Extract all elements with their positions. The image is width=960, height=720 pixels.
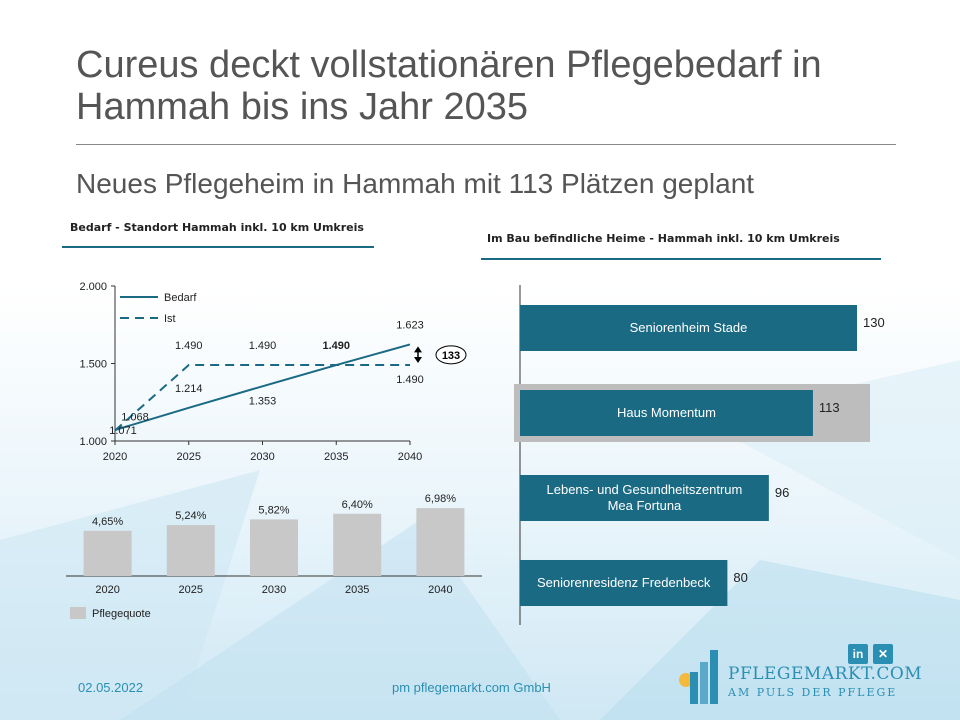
logo-name: PFLEGEMARKT.COM	[728, 664, 923, 684]
gap-arrow-head-top	[414, 346, 422, 353]
pflegequote-bar	[416, 508, 465, 576]
xing-icon[interactable]: ✕	[873, 644, 893, 664]
pflegequote-bar	[166, 525, 215, 576]
ist-data-label: 1.490	[249, 340, 277, 352]
legend-label-bedarf: Bedarf	[164, 292, 197, 304]
hbar-value-label: 80	[733, 570, 747, 585]
bedarf-data-label: 1.071	[109, 425, 137, 437]
line-chart-title: Bedarf - Standort Hammah inkl. 10 km Umk…	[70, 221, 364, 234]
hbar-value-label: 113	[819, 400, 840, 415]
pflegequote-value-label: 4,65%	[92, 516, 123, 528]
hbar-category-label: Seniorenresidenz Fredenbeck	[537, 575, 711, 590]
line-chart-title-rule	[62, 246, 374, 248]
pflegequote-category-label: 2025	[179, 584, 203, 596]
x-tick-label: 2035	[324, 451, 348, 463]
pflegequote-value-label: 6,98%	[425, 493, 456, 505]
y-tick-label: 1.500	[79, 359, 107, 371]
pflegequote-bar	[333, 513, 382, 576]
series-line-bedarf	[114, 343, 411, 431]
gap-arrow-head-bottom	[414, 357, 422, 364]
pflegequote-value-label: 6,40%	[342, 499, 373, 511]
ist-data-label: 1.068	[121, 411, 149, 423]
ist-data-label: 1.490	[322, 340, 350, 352]
linkedin-icon[interactable]: in	[848, 644, 868, 664]
hbar-bar	[520, 390, 813, 436]
footer-date: 02.05.2022	[78, 680, 144, 695]
bedarf-data-label: 1.623	[396, 319, 424, 331]
pflegequote-category-label: 2035	[345, 584, 369, 596]
gap-annotation-oval	[435, 345, 467, 365]
legend-label-ist: Ist	[164, 313, 176, 325]
hbar-value-label: 130	[863, 315, 885, 330]
pflegequote-value-label: 5,24%	[175, 510, 206, 522]
hbar-bar	[520, 560, 728, 606]
gap-annotation-label: 133	[442, 350, 460, 362]
ist-data-label: 1.490	[175, 340, 203, 352]
slide-title: Cureus deckt vollstationären Pflegebedar…	[76, 44, 822, 128]
pflegemarkt-logo-icon	[679, 650, 718, 704]
bedarf-data-label: 1.353	[249, 395, 277, 407]
pflegequote-value-label: 5,82%	[258, 504, 289, 516]
title-divider	[76, 144, 896, 145]
y-tick-label: 2.000	[79, 281, 107, 293]
footer-company: pm pflegemarkt.com GmbH	[392, 680, 551, 695]
x-tick-label: 2025	[177, 451, 201, 463]
x-tick-label: 2040	[398, 451, 422, 463]
hbar-category-label: Mea Fortuna	[608, 498, 682, 513]
logo-tagline: AM PULS DER PFLEGE	[728, 686, 898, 699]
pflegequote-bar	[250, 519, 298, 576]
series-line-ist	[114, 364, 410, 432]
logo-wordmark: PFLEGEMARKT.COM AM PULS DER PFLEGE	[728, 664, 922, 699]
hbar-category-label: Haus Momentum	[617, 405, 716, 420]
ist-data-label: 1.490	[396, 374, 424, 386]
x-tick-label: 2020	[103, 451, 127, 463]
pflegequote-category-label: 2040	[428, 584, 452, 596]
hbar-chart-title: Im Bau befindliche Heime - Hammah inkl. …	[487, 232, 840, 245]
x-tick-label: 2030	[250, 451, 274, 463]
pflegequote-category-label: 2020	[95, 584, 119, 596]
legend-swatch-pflegequote	[70, 607, 86, 619]
hbar-bar	[520, 475, 769, 521]
pflegequote-bar	[83, 530, 132, 576]
hbar-chart-title-rule	[481, 258, 881, 260]
hbar-bar	[520, 305, 857, 351]
pflegequote-category-label: 2030	[262, 584, 286, 596]
slide-subtitle: Neues Pflegeheim in Hammah mit 113 Plätz…	[76, 168, 755, 199]
y-tick-label: 1.000	[79, 436, 107, 448]
bedarf-data-label: 1.214	[175, 383, 203, 395]
hbar-category-label: Seniorenheim Stade	[630, 320, 748, 335]
legend-label-pflegequote: Pflegequote	[92, 608, 151, 620]
hbar-category-label: Lebens- und Gesundheitszentrum	[547, 482, 743, 497]
hbar-value-label: 96	[775, 485, 789, 500]
